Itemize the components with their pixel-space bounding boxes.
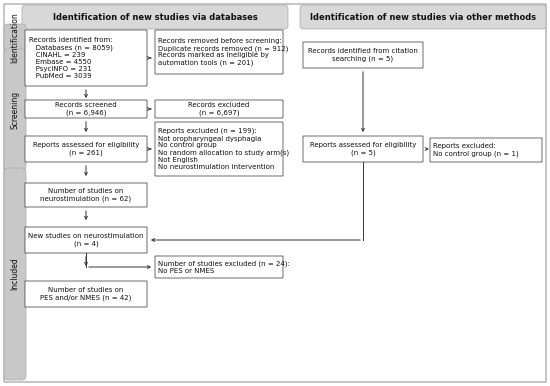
FancyBboxPatch shape	[155, 256, 283, 278]
Text: Records screened
(n = 6,946): Records screened (n = 6,946)	[55, 102, 117, 116]
Text: New studies on neurostimulation
(n = 4): New studies on neurostimulation (n = 4)	[28, 233, 144, 247]
FancyBboxPatch shape	[303, 42, 423, 68]
Text: Included: Included	[10, 257, 19, 290]
FancyBboxPatch shape	[4, 168, 26, 380]
FancyBboxPatch shape	[25, 227, 147, 253]
Text: Number of studies on
PES and/or NMES (n = 42): Number of studies on PES and/or NMES (n …	[40, 287, 131, 301]
FancyBboxPatch shape	[155, 122, 283, 176]
Text: Reports excluded:
No control group (n = 1): Reports excluded: No control group (n = …	[433, 143, 519, 157]
FancyBboxPatch shape	[25, 183, 147, 207]
FancyBboxPatch shape	[4, 4, 546, 382]
FancyBboxPatch shape	[4, 49, 26, 170]
FancyBboxPatch shape	[25, 281, 147, 307]
Text: Reports assessed for eligibility
(n = 5): Reports assessed for eligibility (n = 5)	[310, 142, 416, 156]
FancyBboxPatch shape	[300, 5, 546, 29]
Text: Reports excluded (n = 199):
Not oropharyngeal dysphagia
No control group
No rand: Reports excluded (n = 199): Not orophary…	[158, 128, 289, 170]
Text: Reports assessed for eligibility
(n = 261): Reports assessed for eligibility (n = 26…	[33, 142, 139, 156]
FancyBboxPatch shape	[4, 24, 26, 51]
Text: Records identified from:
   Databases (n = 8059)
   CINAHL = 239
   Embase = 455: Records identified from: Databases (n = …	[29, 37, 113, 79]
Text: Identification: Identification	[10, 12, 19, 63]
Text: Records removed before screening:
Duplicate records removed (n = 912)
Records ma: Records removed before screening: Duplic…	[158, 38, 288, 66]
FancyBboxPatch shape	[25, 30, 147, 86]
FancyBboxPatch shape	[155, 30, 283, 74]
FancyBboxPatch shape	[430, 138, 542, 162]
Text: Records excluded
(n = 6,697): Records excluded (n = 6,697)	[188, 102, 250, 116]
Text: Screening: Screening	[10, 90, 19, 129]
FancyBboxPatch shape	[25, 136, 147, 162]
Text: Identification of new studies via other methods: Identification of new studies via other …	[310, 12, 536, 22]
FancyBboxPatch shape	[25, 100, 147, 118]
Text: Number of studies excluded (n = 24):
No PES or NMES: Number of studies excluded (n = 24): No …	[158, 260, 290, 274]
Text: Identification of new studies via databases: Identification of new studies via databa…	[53, 12, 257, 22]
FancyBboxPatch shape	[303, 136, 423, 162]
FancyBboxPatch shape	[22, 5, 288, 29]
Text: Number of studies on
neurostimulation (n = 62): Number of studies on neurostimulation (n…	[41, 188, 131, 202]
FancyBboxPatch shape	[155, 100, 283, 118]
Text: Records identified from citation
searching (n = 5): Records identified from citation searchi…	[308, 48, 418, 62]
